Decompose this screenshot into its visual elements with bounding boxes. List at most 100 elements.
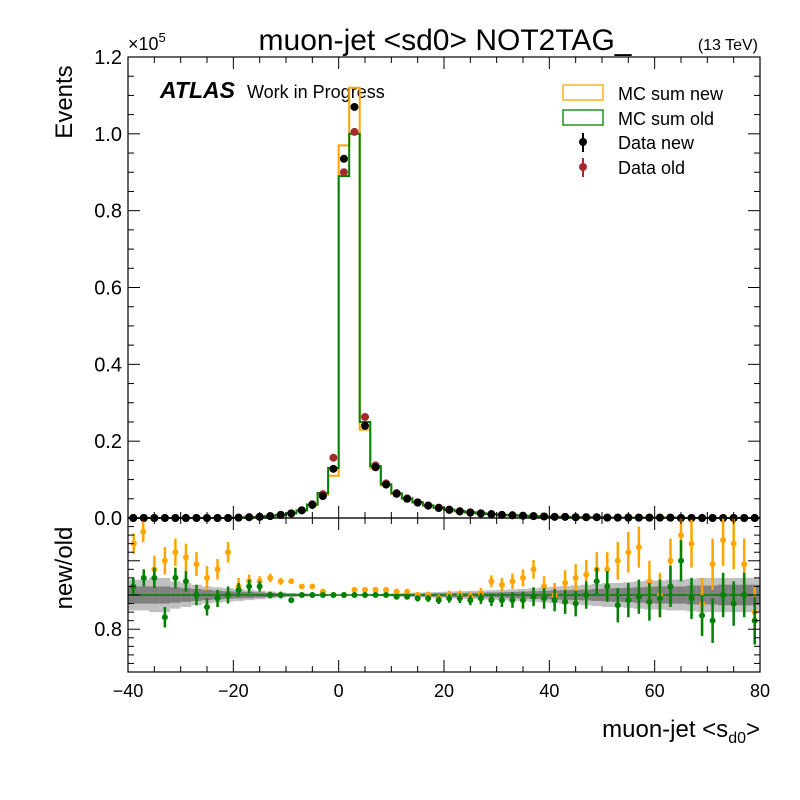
- ratio-point-old-14: [277, 592, 284, 598]
- ratio-point-old-39: [541, 595, 548, 602]
- ratio-point-old-56: [720, 592, 727, 598]
- ratio-y-axis-label: new/old: [51, 527, 78, 610]
- data-point-2-16: [297, 506, 306, 515]
- ratio-point-new-9: [225, 549, 232, 556]
- ratio-point-old-43: [583, 592, 590, 598]
- ratio-point-new-21: [351, 586, 358, 593]
- x-tick-label: 80: [750, 681, 770, 701]
- ratio-point-old-31: [456, 595, 463, 602]
- ratio-point-old-25: [393, 593, 400, 600]
- histogram-step-1: [128, 132, 760, 519]
- ratio-point-new-5: [182, 554, 189, 561]
- ratio-point-old-7: [204, 603, 210, 610]
- y-multiplier-label: ×105: [128, 30, 166, 54]
- legend-swatch-mc-old: [562, 109, 604, 126]
- data-point-2-17: [308, 500, 317, 509]
- ratio-point-old-21: [351, 592, 358, 598]
- ratio-point-old-17: [309, 592, 316, 598]
- data-point-2-18: [318, 492, 327, 501]
- ratio-point-old-8: [214, 595, 221, 602]
- legend-marker-data-new: [579, 138, 587, 146]
- ratio-y-tick-label: 0.8: [94, 619, 122, 641]
- ratio-point-new-45: [604, 566, 611, 573]
- y-tick-label: 0.0: [94, 508, 122, 530]
- ratio-point-new-36: [509, 578, 516, 585]
- ratio-point-new-53: [688, 540, 695, 547]
- ratio-point-new-23: [372, 586, 379, 593]
- ratio-point-old-54: [699, 612, 706, 619]
- data-point-2-21: [350, 102, 359, 111]
- ratio-point-old-38: [530, 593, 537, 600]
- x-tick-label: 40: [539, 681, 559, 701]
- ratio-point-old-12: [256, 583, 263, 590]
- legend-marker-data-old: [579, 163, 587, 171]
- ratio-point-old-3: [161, 614, 168, 621]
- ratio-point-new-42: [572, 574, 579, 581]
- data-point-2-40: [550, 512, 559, 521]
- y-tick-label: 0.8: [94, 201, 122, 223]
- ratio-point-old-41: [562, 598, 569, 605]
- ratio-point-new-38: [530, 566, 537, 573]
- x-axis-label-suffix: >: [746, 716, 760, 743]
- ratio-point-new-49: [646, 578, 653, 585]
- x-tick-label: 0: [334, 681, 344, 701]
- data-point-3-20: [339, 168, 348, 177]
- ratio-point-old-11: [246, 583, 253, 590]
- data-point-2-30: [445, 505, 454, 514]
- ratio-point-new-25: [393, 588, 400, 595]
- ratio-point-new-14: [277, 578, 284, 585]
- ratio-point-new-43: [583, 571, 590, 578]
- legend-label-mc-new: MC sum new: [618, 84, 724, 104]
- data-point-3-19: [329, 453, 338, 462]
- ratio-point-old-10: [235, 586, 242, 593]
- ratio-point-old-30: [446, 595, 453, 602]
- data-point-2-43: [582, 513, 591, 522]
- ratio-point-new-17: [309, 583, 316, 590]
- ratio-point-old-19: [330, 592, 337, 598]
- ratio-point-new-15: [288, 578, 295, 585]
- x-tick-label: 60: [645, 681, 665, 701]
- ratio-point-new-22: [362, 586, 368, 593]
- ratio-point-old-5: [182, 578, 189, 585]
- ratio-point-new-46: [614, 557, 621, 564]
- ratio-point-new-47: [625, 549, 632, 556]
- data-point-3-21: [350, 127, 359, 136]
- ratio-point-new-26: [404, 588, 411, 595]
- ratio-point-new-58: [741, 561, 748, 568]
- ratio-point-new-52: [678, 532, 684, 539]
- data-point-2-35: [497, 510, 506, 519]
- x-axis-label: muon-jet <sd0>: [602, 716, 760, 747]
- ratio-point-old-50: [656, 595, 663, 602]
- ratio-point-old-33: [477, 595, 484, 602]
- x-tick-label: −40: [113, 681, 144, 701]
- ratio-point-old-37: [520, 597, 526, 604]
- chart-title: muon-jet <sd0> NOT2TAG_: [259, 24, 633, 57]
- ratio-point-old-4: [172, 574, 179, 581]
- ratio-plot-area: [128, 518, 760, 645]
- data-point-2-38: [529, 512, 538, 521]
- ratio-point-new-3: [161, 557, 168, 564]
- x-tick-label: 20: [434, 681, 454, 701]
- ratio-point-old-24: [383, 592, 390, 598]
- ratio-point-old-57: [730, 600, 737, 607]
- ratio-point-old-1: [140, 574, 147, 581]
- ratio-point-new-39: [541, 583, 548, 590]
- ratio-point-new-48: [635, 544, 642, 551]
- data-point-2-26: [403, 494, 412, 503]
- ratio-point-old-46: [614, 602, 621, 609]
- ratio-point-new-35: [498, 581, 505, 588]
- x-axis-label-subscript: d0: [728, 730, 746, 747]
- y-tick-label: 0.4: [94, 354, 122, 376]
- ratio-point-new-7: [204, 574, 210, 581]
- y-multiplier-base: ×10: [128, 34, 159, 54]
- data-point-2-34: [487, 510, 496, 519]
- ratio-point-old-44: [593, 578, 600, 585]
- ratio-point-old-47: [625, 597, 632, 604]
- data-point-2-15: [287, 509, 296, 518]
- legend-label-mc-old: MC sum old: [618, 109, 714, 129]
- ratio-point-old-2: [151, 574, 158, 581]
- ratio-point-new-16: [298, 583, 305, 590]
- y-tick-label: 0.2: [94, 431, 122, 453]
- y-axis-label: Events: [51, 65, 78, 138]
